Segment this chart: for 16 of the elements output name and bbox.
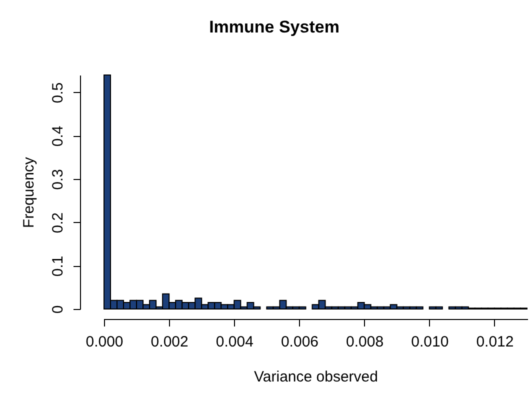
- y-tick-label: 0.1: [50, 256, 66, 277]
- x-tick-label: 0.004: [216, 334, 254, 350]
- x-axis-title: Variance observed: [254, 368, 378, 386]
- y-axis-title: Frequency: [20, 156, 38, 228]
- x-tick-label: 0.002: [150, 334, 188, 350]
- chart-title: Immune System: [209, 18, 340, 36]
- x-tick-label: 0.010: [411, 334, 449, 350]
- y-tick-label: 0.2: [50, 212, 66, 234]
- x-tick-label: 0.006: [280, 334, 319, 350]
- y-tick-label: 0: [50, 305, 66, 314]
- x-tick-label: 0.000: [86, 334, 124, 350]
- y-tick-label: 0.3: [50, 169, 66, 190]
- y-tick-label: 0.5: [50, 82, 66, 104]
- x-tick-label: 0.012: [476, 334, 514, 350]
- y-tick-label: 0.4: [50, 126, 66, 147]
- x-tick-label: 0.008: [346, 334, 384, 350]
